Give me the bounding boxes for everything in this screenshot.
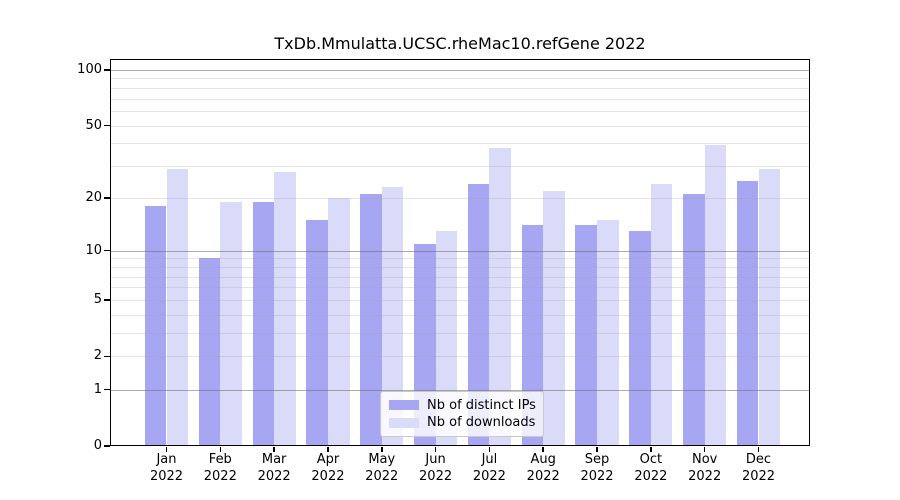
x-tick-label-feb: Feb 2022 (203, 452, 237, 484)
bar-ips-nov (683, 194, 705, 446)
x-tick-label-jul: Jul 2022 (472, 452, 506, 484)
gridline-2 (111, 356, 809, 358)
x-tick-label-nov: Nov 2022 (688, 452, 722, 484)
x-tick-sep (596, 447, 598, 452)
gridline-major-1 (111, 389, 809, 391)
bar-ips-jul (467, 183, 490, 446)
gridline-30 (111, 166, 809, 168)
y-tick-100 (104, 69, 110, 71)
bar-ips-aug (521, 225, 544, 446)
bar-ips-oct (629, 230, 651, 446)
gridline-60 (111, 111, 809, 113)
y-tick-label-0: 0 (93, 438, 102, 453)
chart-title: TxDb.Mmulatta.UCSC.rheMac10.refGene 2022 (274, 34, 646, 53)
y-tick-label-50: 50 (85, 117, 102, 133)
bar-ips-jan (144, 206, 167, 446)
x-tick-feb (219, 447, 222, 452)
x-tick-label-sep: Sep 2022 (580, 452, 614, 484)
bar-ips-mar (252, 201, 275, 446)
gridline-40 (111, 143, 809, 145)
gridline-7 (111, 276, 809, 278)
x-tick-label-oct: Oct 2022 (634, 452, 668, 484)
bar-downloads-aug (543, 190, 565, 446)
bar-downloads-oct (650, 183, 673, 446)
bar-downloads-mar (274, 171, 296, 446)
y-tick-50 (104, 124, 110, 127)
x-tick-aug (542, 447, 545, 452)
y-tick-label-10: 10 (85, 242, 102, 258)
bar-ips-sep (575, 225, 598, 446)
x-tick-label-may: May 2022 (365, 452, 399, 484)
x-tick-apr (327, 447, 329, 452)
bar-ips-feb (198, 258, 221, 446)
y-tick-2 (104, 355, 110, 358)
gridline-major-100 (111, 70, 809, 71)
y-tick-5 (104, 299, 110, 301)
gridline-3 (111, 333, 809, 335)
legend-label-distinct-ips: Nb of distinct IPs (427, 397, 536, 413)
gridline-20 (111, 197, 809, 199)
bar-ips-dec (736, 180, 759, 446)
y-tick-10 (104, 249, 110, 252)
legend-swatch-downloads (389, 417, 419, 429)
bar-downloads-may (381, 187, 404, 446)
bar-ips-may (360, 194, 382, 446)
bar-downloads-nov (704, 145, 727, 446)
legend-item-downloads: Nb of downloads (389, 415, 535, 430)
x-tick-jan (165, 447, 168, 452)
legend: Nb of distinct IPs Nb of downloads (380, 391, 544, 437)
y-tick-label-5: 5 (93, 292, 102, 308)
gridline-8 (111, 266, 809, 268)
gridline-4 (111, 314, 809, 316)
x-tick-dec (757, 447, 760, 452)
y-tick-1 (104, 388, 110, 391)
gridline-5 (111, 300, 809, 302)
x-tick-label-aug: Aug 2022 (526, 452, 560, 484)
y-tick-20 (104, 197, 110, 199)
gridline-9 (111, 258, 809, 260)
x-tick-oct (650, 447, 652, 452)
gridline-50 (111, 125, 809, 127)
y-tick-label-2: 2 (93, 348, 102, 364)
x-tick-jun (434, 447, 437, 452)
y-tick-label-100: 100 (77, 62, 102, 77)
bar-downloads-jul (489, 147, 511, 446)
y-tick-label-1: 1 (93, 381, 102, 397)
gridline-80 (111, 87, 809, 89)
legend-swatch-distinct-ips (389, 399, 419, 411)
x-tick-label-jan: Jan 2022 (149, 452, 184, 484)
bar-downloads-jan (166, 168, 189, 446)
y-tick-label-20: 20 (85, 189, 102, 205)
x-tick-label-jun: Jun 2022 (419, 452, 453, 484)
gridline-90 (111, 78, 809, 80)
legend-item-distinct-ips: Nb of distinct IPs (389, 397, 536, 413)
gridline-major-10 (111, 250, 809, 252)
x-tick-label-dec: Dec 2022 (741, 452, 776, 484)
x-tick-label-apr: Apr 2022 (311, 452, 345, 484)
bar-downloads-apr (327, 197, 350, 446)
legend-label-downloads: Nb of downloads (427, 415, 536, 431)
gridline-6 (111, 287, 809, 289)
x-tick-label-mar: Mar 2022 (257, 452, 291, 484)
bar-downloads-feb (220, 201, 242, 446)
x-tick-may (380, 447, 383, 452)
bar-downloads-dec (758, 168, 781, 446)
x-tick-mar (273, 447, 275, 452)
x-tick-jul (488, 447, 491, 452)
gridline-70 (111, 98, 809, 100)
y-tick-0 (104, 445, 110, 447)
x-tick-nov (703, 447, 706, 452)
